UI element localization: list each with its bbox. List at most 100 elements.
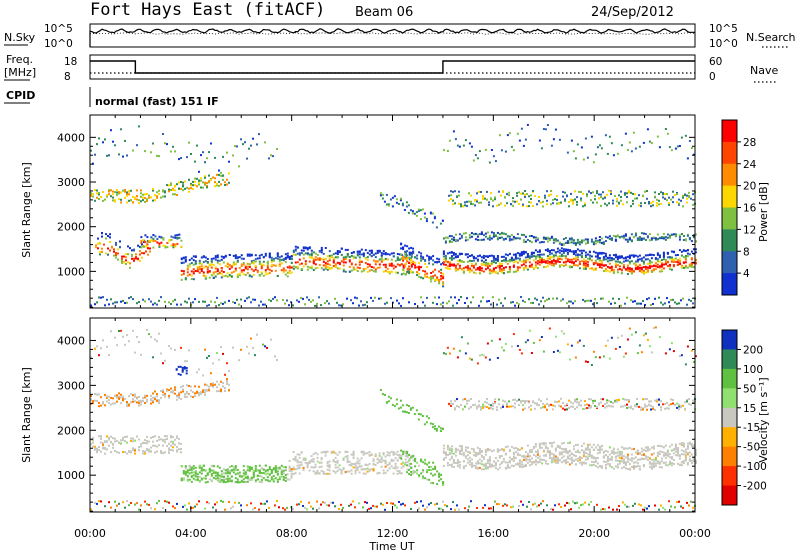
data-cell [384, 302, 386, 305]
data-cell [454, 296, 456, 299]
data-cell [294, 266, 297, 269]
data-cell [320, 257, 323, 260]
data-cell [548, 452, 551, 455]
data-cell [208, 304, 210, 307]
data-cell [272, 475, 275, 477]
data-cell [190, 153, 192, 155]
data-cell [202, 151, 204, 154]
data-cell [466, 450, 469, 453]
data-cell [524, 464, 527, 467]
data-cell [564, 237, 567, 239]
data-cell [346, 454, 349, 457]
data-cell [582, 442, 585, 445]
data-cell [222, 271, 225, 273]
data-cell [508, 450, 511, 452]
data-cell [650, 257, 653, 260]
data-cell [218, 479, 221, 482]
data-cell [218, 173, 220, 176]
data-cell [158, 189, 160, 192]
data-cell [550, 442, 553, 445]
data-cell [688, 253, 691, 256]
data-cell [379, 194, 382, 197]
data-cell [410, 262, 413, 265]
data-cell [94, 189, 96, 192]
data-cell [188, 469, 191, 471]
data-cell [456, 256, 459, 258]
data-cell [498, 455, 501, 457]
data-cell [240, 480, 243, 483]
data-cell [626, 467, 629, 470]
data-cell [664, 260, 667, 263]
data-cell [692, 460, 695, 463]
data-cell [650, 205, 652, 208]
data-cell [470, 301, 472, 304]
data-cell [220, 475, 223, 478]
data-cell [510, 458, 513, 461]
data-cell [166, 444, 168, 447]
data-cell [208, 174, 210, 177]
data-cell [346, 255, 349, 258]
data-cell [416, 271, 419, 274]
data-cell [550, 190, 552, 192]
data-cell [580, 252, 583, 255]
data-cell [664, 236, 667, 239]
noise-search-line [89, 32, 696, 35]
data-cell [212, 469, 215, 472]
data-cell [458, 461, 461, 464]
data-cell [596, 240, 599, 243]
data-cell [598, 266, 601, 269]
data-cell [578, 243, 581, 246]
data-cell [562, 248, 565, 251]
data-cell [392, 267, 395, 270]
data-cell [634, 300, 636, 303]
data-cell [288, 265, 291, 268]
data-cell [262, 264, 265, 267]
noise-search-label: N.Search [746, 31, 796, 44]
data-cell [530, 265, 533, 268]
data-cell [642, 232, 645, 235]
data-cell [290, 468, 293, 471]
data-cell [104, 304, 106, 307]
data-cell [122, 436, 124, 439]
data-cell [204, 175, 206, 178]
data-cell [298, 456, 301, 459]
colorbar-swatch [722, 273, 737, 296]
data-cell [630, 191, 632, 194]
data-cell [356, 266, 359, 269]
data-cell [140, 445, 142, 448]
data-cell [452, 461, 455, 464]
data-cell [442, 281, 445, 284]
data-cell [648, 297, 650, 300]
data-cell [542, 266, 545, 269]
data-cell [538, 241, 541, 244]
data-cell [160, 196, 162, 199]
data-cell [364, 472, 367, 475]
data-cell [556, 260, 559, 263]
data-cell [442, 263, 445, 266]
data-cell [496, 303, 498, 306]
data-cell [314, 256, 317, 259]
data-cell [594, 465, 597, 467]
data-cell [582, 258, 585, 261]
data-cell [636, 464, 639, 467]
data-cell [572, 262, 575, 265]
data-cell [252, 273, 255, 276]
data-cell [532, 236, 535, 239]
data-cell [452, 257, 455, 260]
data-cell [682, 256, 685, 259]
data-cell [292, 466, 295, 469]
data-cell [258, 260, 261, 263]
data-cell [516, 301, 518, 304]
data-cell [456, 462, 459, 465]
data-cell [446, 265, 449, 268]
data-cell [202, 266, 205, 269]
data-cell [146, 442, 148, 445]
data-cell [676, 263, 679, 266]
data-cell [556, 239, 559, 242]
data-cell [246, 469, 249, 472]
data-cell [662, 192, 664, 195]
data-cell [244, 141, 246, 144]
data-cell [522, 465, 525, 468]
data-cell [408, 457, 411, 460]
data-cell [262, 477, 265, 480]
